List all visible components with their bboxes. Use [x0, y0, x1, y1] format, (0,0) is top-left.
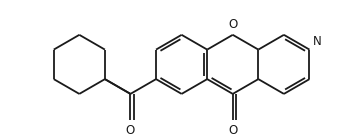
Text: O: O: [228, 124, 238, 137]
Text: N: N: [313, 35, 322, 48]
Text: O: O: [126, 124, 135, 137]
Text: O: O: [228, 18, 238, 31]
